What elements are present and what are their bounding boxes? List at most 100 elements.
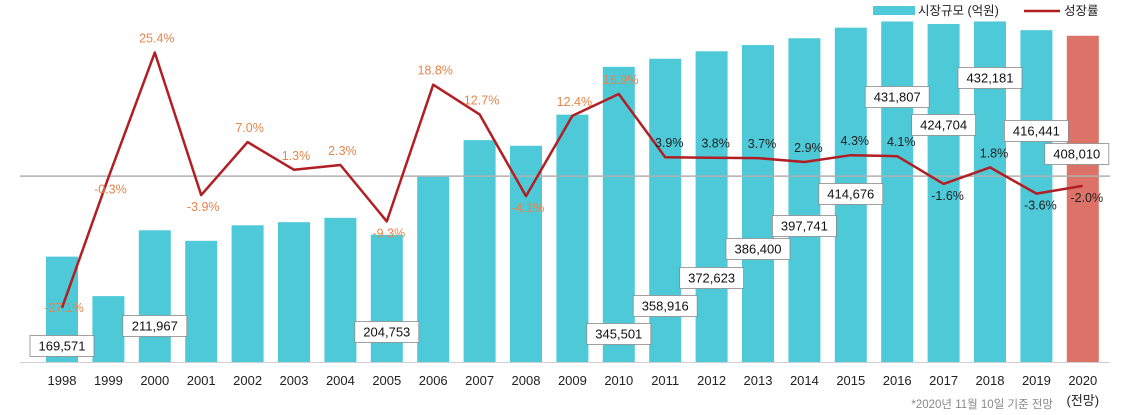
x-tick-2010: 2010 <box>604 373 633 388</box>
growth-label-2009: 12.4% <box>557 95 592 109</box>
growth-label-2017: -1.6% <box>931 189 964 203</box>
x-tick-2015: 2015 <box>836 373 865 388</box>
bar-label-2019: 416,441 <box>1013 124 1060 139</box>
x-tick-1999: 1999 <box>94 373 123 388</box>
growth-label-2010: 16.9% <box>603 73 638 87</box>
legend-line-label: 성장률 <box>1064 4 1099 18</box>
bar-label-2012: 372,623 <box>688 271 735 286</box>
bar-label-box-2005 <box>354 321 420 343</box>
legend-bar-swatch <box>873 6 915 15</box>
bar-2000 <box>138 230 171 362</box>
x-tick-1998: 1998 <box>48 373 77 388</box>
bar-2019 <box>1020 30 1053 363</box>
bar-2009 <box>556 114 589 363</box>
bar-2008 <box>510 145 542 362</box>
growth-label-2015: 4.3% <box>841 134 870 148</box>
growth-label-2018: 1.8% <box>980 146 1009 160</box>
bar-label-2005: 204,753 <box>363 325 410 340</box>
growth-label-1998: -27.1% <box>44 301 84 315</box>
growth-label-2014: 2.9% <box>794 141 823 155</box>
growth-line <box>60 51 1084 309</box>
bar-2020 <box>1066 35 1099 362</box>
legend: 시장규모 (억원) 성장률 <box>873 4 1099 18</box>
bar-label-box-2012 <box>679 267 744 289</box>
bar-label-box-2019 <box>1004 120 1069 142</box>
x-tick-2011: 2011 <box>651 373 679 388</box>
bar-label-1998: 169,571 <box>39 339 86 354</box>
bar-label-box-2014 <box>772 215 837 237</box>
growth-label-2002: 7.0% <box>235 121 264 135</box>
growth-label-2016: 4.1% <box>887 135 916 149</box>
bar-2017 <box>927 23 960 362</box>
growth-label-1999: -0.3% <box>94 183 127 197</box>
bar-label-2011: 358,916 <box>642 299 689 314</box>
bar-label-box-2020 <box>1044 143 1110 165</box>
bar-label-2018: 432,181 <box>967 71 1014 86</box>
bar-label-box-2000 <box>122 315 188 337</box>
bar-2013 <box>742 45 774 362</box>
x-tick-2012: 2012 <box>697 373 726 388</box>
bar-2003 <box>278 222 310 362</box>
bar-label-box-2010 <box>586 323 652 345</box>
bar-label-box-2018 <box>957 67 1023 89</box>
growth-label-2004: 2.3% <box>328 144 357 158</box>
bar-label-box-2017 <box>911 114 976 136</box>
x-tick-2017: 2017 <box>929 373 958 388</box>
x-tick-2019: 2019 <box>1022 373 1051 388</box>
bar-2005 <box>370 234 403 362</box>
bar-label-2013: 386,400 <box>735 242 782 257</box>
bar-2004 <box>324 217 357 362</box>
x-tick-2003: 2003 <box>280 373 309 388</box>
bar-1999 <box>92 296 125 362</box>
bar-2016 <box>881 21 914 362</box>
growth-label-2013: 3.7% <box>748 137 777 151</box>
bar-2002 <box>231 225 264 362</box>
bar-label-2010: 345,501 <box>595 327 642 342</box>
bar-2010 <box>602 66 635 363</box>
growth-label-2005: -9.3% <box>372 226 405 240</box>
growth-label-2008: -4.1% <box>512 201 545 215</box>
growth-label-2001: -3.9% <box>187 200 220 214</box>
growth-label-2012: 3.8% <box>701 137 730 151</box>
x-tick-2013: 2013 <box>744 373 773 388</box>
x-tick-2016: 2016 <box>883 373 912 388</box>
bar-2007 <box>463 140 496 362</box>
legend-bar-label: 시장규모 (억원) <box>918 4 999 18</box>
bar-label-box-2016 <box>864 86 930 108</box>
growth-label-2000: 25.4% <box>139 32 174 46</box>
x-tick-2001: 2001 <box>187 373 216 388</box>
bar-2014 <box>788 38 821 362</box>
growth-label-2019: -3.6% <box>1024 199 1057 213</box>
x-tick-2008: 2008 <box>512 373 541 388</box>
x-tick-2018: 2018 <box>976 373 1005 388</box>
growth-label-2007: 12.7% <box>464 93 499 107</box>
bar-label-box-1998 <box>29 335 95 357</box>
bar-2012 <box>695 51 728 363</box>
x-tick-2000: 2000 <box>140 373 169 388</box>
bar-label-2017: 424,704 <box>920 118 967 133</box>
x-tick-group: 1998 1999 2000 2001 2002 2003 2004 2005 2006 2007… <box>48 373 1100 408</box>
growth-label-2011: 3.9% <box>655 136 684 150</box>
x-tick-2014: 2014 <box>790 373 819 388</box>
bar-label-2014: 397,741 <box>781 219 828 234</box>
growth-label-group: -27.1% -0.3% 25.4% -3.9% 7.0% 1.3% 2.3% -9.3% 18… <box>44 32 1103 315</box>
bar-label-box-2011 <box>632 295 698 317</box>
x-tick-2006: 2006 <box>419 373 448 388</box>
growth-label-2006: 18.8% <box>417 64 452 78</box>
x-tick-forecast-sublabel: (전망) <box>1067 393 1100 408</box>
footnote: *2020년 11월 10일 기준 전망 <box>911 397 1053 411</box>
bar-2001 <box>185 240 218 362</box>
x-tick-2020: 2020 <box>1068 373 1097 388</box>
x-tick-2009: 2009 <box>558 373 587 388</box>
x-tick-2004: 2004 <box>326 373 355 388</box>
bar-label-2015: 414,676 <box>827 187 874 202</box>
growth-label-2003: 1.3% <box>282 149 311 163</box>
x-tick-2005: 2005 <box>372 373 401 388</box>
x-tick-2007: 2007 <box>465 373 494 388</box>
bar-label-box-2013 <box>725 238 791 260</box>
growth-label-2020: -2.0% <box>1070 191 1103 205</box>
x-tick-2002: 2002 <box>233 373 262 388</box>
